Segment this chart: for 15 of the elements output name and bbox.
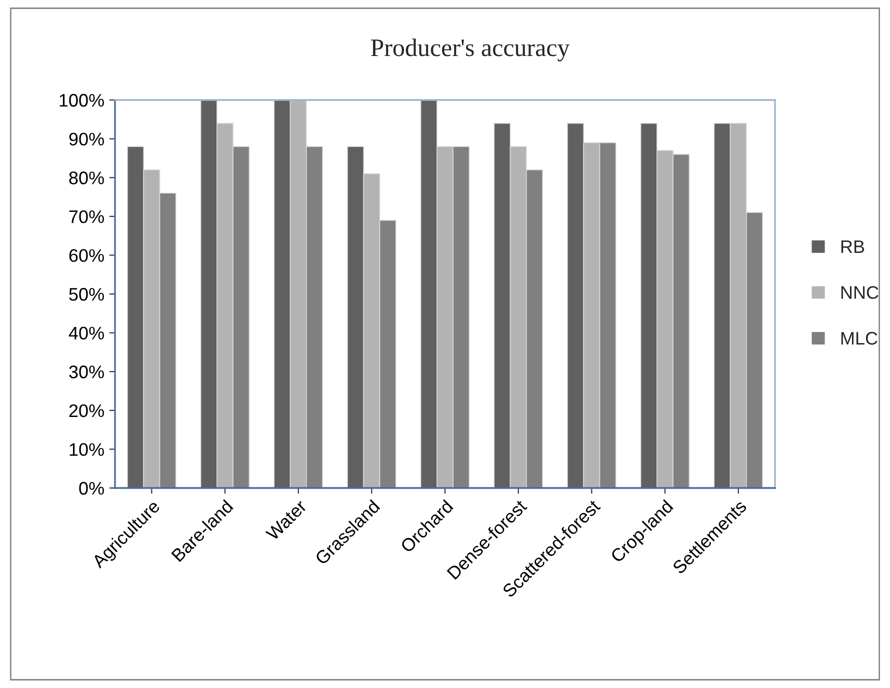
y-tick-label: 30% [69,366,104,378]
y-tick-label: 50% [69,288,104,301]
y-tick-label: 70% [69,210,104,224]
legend-label: MLC [841,332,878,345]
y-tick-label: 0% [79,482,104,495]
y-tick-label: 90% [69,132,104,146]
y-tick-label: 80% [69,172,104,184]
y-tick-label: 10% [70,443,104,456]
y-tick-label: 40% [68,326,104,340]
y-tick-label: 20% [69,404,104,418]
legend-label: NNC [841,286,878,299]
y-tick-label: 60% [69,249,104,262]
legend-label: RB [841,240,864,253]
chart-title: Producer's accuracy [370,38,570,62]
y-tick-label: 100% [60,94,104,107]
